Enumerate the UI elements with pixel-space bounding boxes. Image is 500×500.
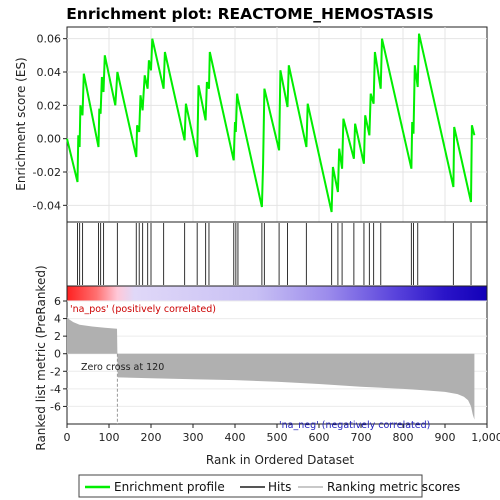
x-axis-ticks: 0 100 200 300 400 500 600 700 800 900 1,000 [64, 424, 500, 444]
x-tick-label: 1,000 [471, 431, 500, 444]
es-y-tick-label: -0.04 [33, 199, 61, 212]
chart-title: Enrichment plot: REACTOME_HEMOSTASIS [66, 5, 434, 23]
rank-color-bar [66, 285, 488, 302]
metric-y-tick-label: 4 [54, 313, 61, 326]
x-tick-label: 500 [267, 431, 288, 444]
es-panel: -0.04 -0.02 0.00 0.02 0.04 0.06 Enrichment sc… [14, 26, 488, 223]
metric-y-ticks: -6 -4 -2 0 2 4 6 [50, 295, 67, 413]
es-y-tick-label: 0.00 [37, 133, 62, 146]
hits-panel-frame [66, 221, 488, 287]
x-tick-label: 100 [99, 431, 120, 444]
hits-panel [66, 221, 488, 287]
legend: Enrichment profile Hits Ranking metric s… [78, 474, 460, 498]
metric-y-tick-label: 2 [54, 330, 61, 343]
x-tick-label: 200 [141, 431, 162, 444]
metric-y-tick-label: -2 [50, 365, 61, 378]
x-axis-label: Rank in Ordered Dataset [206, 453, 354, 467]
x-tick-label: 900 [435, 431, 456, 444]
hit-marks [77, 223, 472, 285]
zero-cross-annotation: Zero cross at 120 [81, 362, 164, 373]
x-tick-label: 400 [225, 431, 246, 444]
x-tick-label: 800 [393, 431, 414, 444]
legend-label-metric: Ranking metric scores [327, 480, 460, 494]
es-y-tick-label: 0.04 [37, 66, 62, 79]
metric-y-tick-label: 0 [54, 348, 61, 361]
x-tick-label: 600 [309, 431, 330, 444]
metric-panel: -6 -4 -2 0 2 4 6 'na_pos' (positively correlat… [34, 265, 488, 451]
es-y-ticks: -0.04 -0.02 0.00 0.02 0.04 0.06 [33, 33, 67, 212]
rank-color-gradient [66, 285, 488, 302]
es-y-tick-label: 0.06 [37, 33, 62, 46]
ranking-metric-area [67, 316, 475, 420]
metric-y-axis-label: Ranked list metric (PreRanked) [34, 265, 48, 450]
x-tick-label: 0 [64, 431, 71, 444]
metric-y-tick-label: -6 [50, 400, 61, 413]
negative-annotation: 'na_neg' (negatively correlated) [279, 420, 430, 431]
metric-y-tick-label: 6 [54, 295, 61, 308]
x-tick-label: 300 [183, 431, 204, 444]
x-tick-label: 700 [351, 431, 372, 444]
legend-label-enrichment: Enrichment profile [114, 480, 225, 494]
legend-label-hits: Hits [268, 480, 291, 494]
es-y-tick-label: -0.02 [33, 166, 61, 179]
es-y-tick-label: 0.02 [37, 99, 62, 112]
enrichment-profile-line [66, 33, 476, 213]
positive-annotation: 'na_pos' (positively correlated) [70, 304, 216, 315]
es-y-axis-label: Enrichment score (ES) [14, 57, 28, 190]
metric-y-tick-label: -4 [50, 383, 61, 396]
